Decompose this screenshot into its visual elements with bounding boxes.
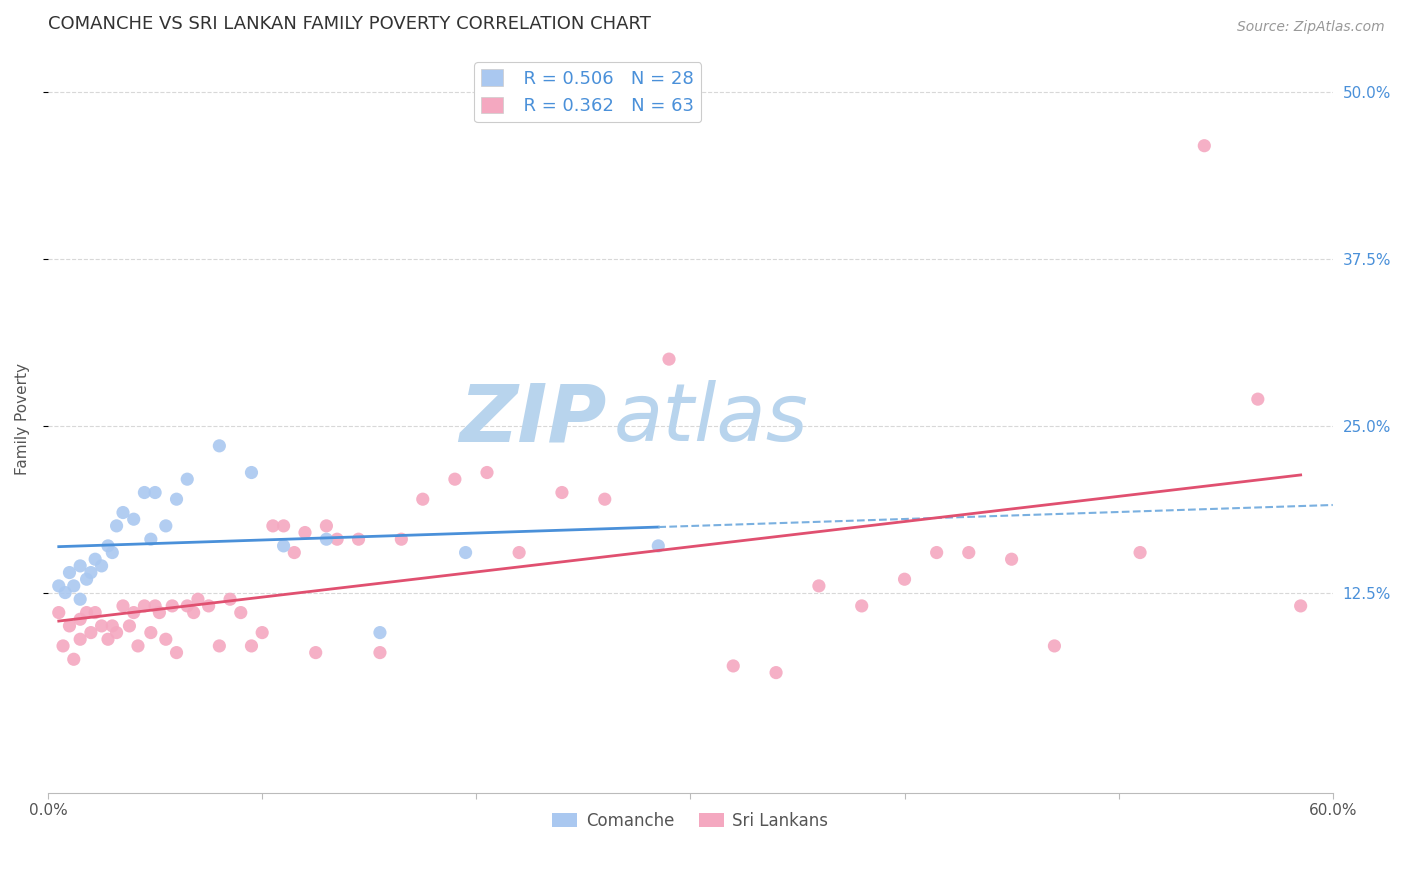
Point <box>219 592 242 607</box>
Point <box>723 659 745 673</box>
Point <box>62 579 84 593</box>
Point <box>262 519 284 533</box>
Point <box>957 545 980 559</box>
Point <box>53 585 76 599</box>
Point <box>273 539 295 553</box>
Point <box>166 646 188 660</box>
Point <box>143 599 166 613</box>
Point <box>84 606 107 620</box>
Point <box>58 566 80 580</box>
Point <box>62 652 84 666</box>
Point <box>1194 138 1216 153</box>
Point <box>90 558 112 573</box>
Point <box>111 506 134 520</box>
Point <box>143 485 166 500</box>
Point <box>139 532 162 546</box>
Point <box>80 625 103 640</box>
Point <box>69 632 91 647</box>
Point <box>305 646 328 660</box>
Point <box>69 592 91 607</box>
Point <box>52 639 75 653</box>
Point <box>368 625 391 640</box>
Point <box>294 525 316 540</box>
Point <box>1129 545 1152 559</box>
Point <box>1247 392 1270 406</box>
Text: Source: ZipAtlas.com: Source: ZipAtlas.com <box>1237 20 1385 34</box>
Point <box>444 472 467 486</box>
Point <box>183 606 205 620</box>
Point <box>118 619 141 633</box>
Point <box>155 519 177 533</box>
Point <box>105 519 128 533</box>
Point <box>122 606 145 620</box>
Legend: Comanche, Sri Lankans: Comanche, Sri Lankans <box>546 805 835 837</box>
Text: atlas: atlas <box>613 380 808 458</box>
Point <box>111 599 134 613</box>
Point <box>76 572 98 586</box>
Point <box>187 592 209 607</box>
Point <box>412 492 434 507</box>
Point <box>48 579 70 593</box>
Point <box>893 572 915 586</box>
Point <box>283 545 305 559</box>
Text: ZIP: ZIP <box>460 380 607 458</box>
Point <box>315 532 337 546</box>
Point <box>134 485 156 500</box>
Point <box>197 599 219 613</box>
Point <box>84 552 107 566</box>
Point <box>176 599 198 613</box>
Point <box>807 579 830 593</box>
Point <box>97 539 120 553</box>
Point <box>551 485 574 500</box>
Text: COMANCHE VS SRI LANKAN FAMILY POVERTY CORRELATION CHART: COMANCHE VS SRI LANKAN FAMILY POVERTY CO… <box>48 15 651 33</box>
Point <box>208 639 231 653</box>
Point <box>155 632 177 647</box>
Point <box>326 532 349 546</box>
Point <box>48 606 70 620</box>
Point <box>101 545 124 559</box>
Point <box>240 639 263 653</box>
Point <box>454 545 477 559</box>
Point <box>101 619 124 633</box>
Point <box>1000 552 1022 566</box>
Point <box>105 625 128 640</box>
Point <box>122 512 145 526</box>
Point <box>347 532 370 546</box>
Point <box>1289 599 1312 613</box>
Point <box>925 545 948 559</box>
Point <box>208 439 231 453</box>
Point <box>508 545 530 559</box>
Point <box>69 612 91 626</box>
Point <box>250 625 273 640</box>
Y-axis label: Family Poverty: Family Poverty <box>15 363 30 475</box>
Point <box>90 619 112 633</box>
Point <box>851 599 873 613</box>
Point <box>1043 639 1066 653</box>
Point <box>80 566 103 580</box>
Point <box>134 599 156 613</box>
Point <box>647 539 669 553</box>
Point <box>389 532 412 546</box>
Point <box>315 519 337 533</box>
Point <box>765 665 787 680</box>
Point <box>148 606 170 620</box>
Point <box>229 606 252 620</box>
Point <box>139 625 162 640</box>
Point <box>658 352 681 367</box>
Point <box>176 472 198 486</box>
Point <box>166 492 188 507</box>
Point <box>127 639 149 653</box>
Point <box>76 606 98 620</box>
Point <box>368 646 391 660</box>
Point <box>69 558 91 573</box>
Point <box>240 466 263 480</box>
Point <box>593 492 616 507</box>
Point <box>97 632 120 647</box>
Point <box>58 619 80 633</box>
Point <box>475 466 498 480</box>
Point <box>162 599 184 613</box>
Point <box>273 519 295 533</box>
